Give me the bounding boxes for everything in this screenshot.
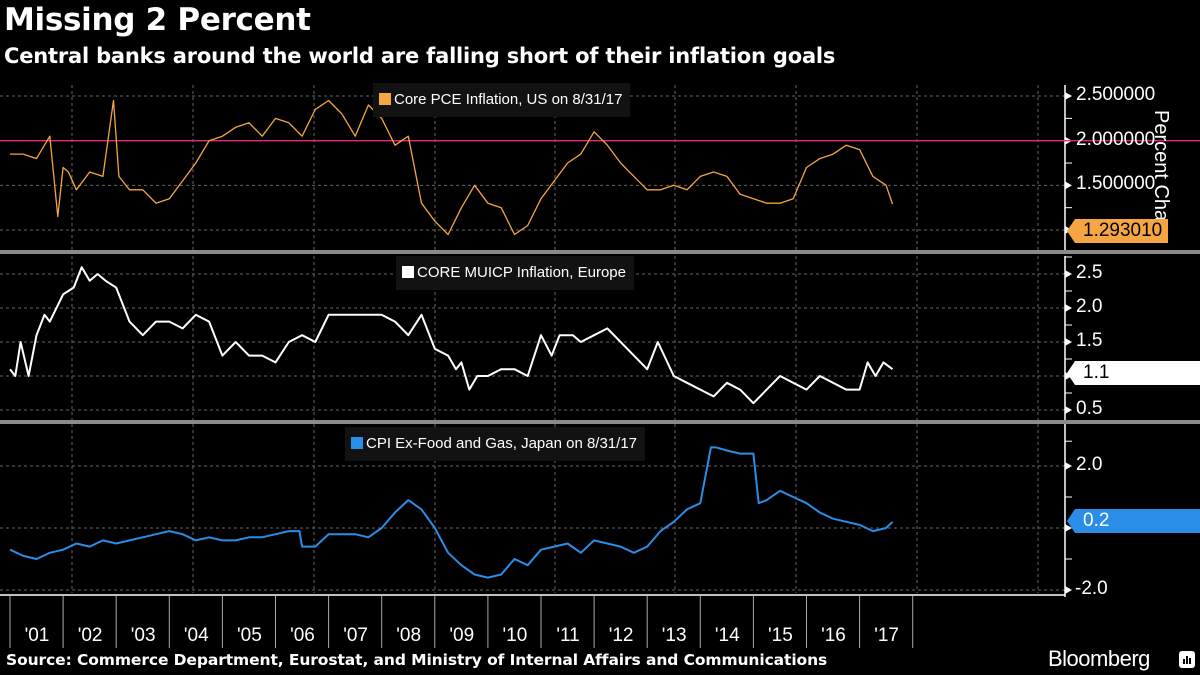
series-line-us xyxy=(10,99,894,236)
x-tick-label: '13 xyxy=(661,625,687,646)
chart-title: Missing 2 Percent xyxy=(4,2,311,38)
y-tick-arrow xyxy=(1065,406,1072,414)
x-tick-label: '03 xyxy=(130,625,156,646)
last-value-us: 1.293010 xyxy=(1067,219,1168,243)
legend-label-us: Core PCE Inflation, US on 8/31/17 xyxy=(394,91,623,108)
last-value-japan: 0.2 xyxy=(1067,509,1200,533)
source-note: Source: Commerce Department, Eurostat, a… xyxy=(6,651,828,669)
x-tick-label: '08 xyxy=(396,625,422,646)
x-tick-label: '09 xyxy=(449,625,475,646)
y-tick-label: 2.5 xyxy=(1076,262,1103,283)
legend-swatch-us xyxy=(379,93,391,105)
x-tick-label: '06 xyxy=(290,625,315,646)
legend-europe: CORE MUICP Inflation, Europe xyxy=(396,256,634,290)
x-tick-label: '14 xyxy=(714,625,740,646)
y-tick-label: 2.500000 xyxy=(1076,84,1156,106)
chart-subtitle: Central banks around the world are falli… xyxy=(4,44,836,68)
y-tick-arrow xyxy=(1065,270,1072,278)
y-tick-label: 1.500000 xyxy=(1076,173,1156,195)
series-line-japan xyxy=(9,446,894,579)
y-tick-label: 2.0 xyxy=(1076,454,1103,475)
series-line-europe xyxy=(9,266,894,405)
y-tick-label: -2.0 xyxy=(1075,578,1108,599)
bloomberg-chart-icon xyxy=(1179,651,1195,668)
panel-separator xyxy=(0,250,1200,254)
legend-label-europe: CORE MUICP Inflation, Europe xyxy=(417,264,626,281)
x-tick-label: '05 xyxy=(237,625,262,646)
y-tick-label: 0.5 xyxy=(1076,398,1103,419)
legend-label-japan: CPI Ex-Food and Gas, Japan on 8/31/17 xyxy=(366,435,638,452)
y-tick-label: 1.5 xyxy=(1076,330,1103,351)
x-tick-label: '15 xyxy=(768,625,793,646)
y-tick-label: 2.0 xyxy=(1076,296,1103,317)
last-value-europe: 1.1 xyxy=(1067,361,1200,385)
y-tick-arrow xyxy=(1065,462,1072,470)
y-tick-arrow xyxy=(1065,92,1072,101)
x-tick-label: '17 xyxy=(874,625,899,646)
x-tick-label: '01 xyxy=(24,625,50,646)
legend-swatch-japan xyxy=(351,437,363,449)
legend-japan: CPI Ex-Food and Gas, Japan on 8/31/17 xyxy=(345,427,646,461)
y-tick-label: 2.000000 xyxy=(1076,128,1156,150)
legend-us: Core PCE Inflation, US on 8/31/17 xyxy=(373,83,631,117)
x-tick-label: '11 xyxy=(556,625,580,646)
x-tick-label: '16 xyxy=(821,625,846,646)
x-tick-label: '07 xyxy=(343,625,368,646)
y-tick-arrow xyxy=(1065,304,1072,312)
x-tick-label: '12 xyxy=(608,625,634,646)
y-tick-arrow xyxy=(1065,181,1072,190)
x-tick-label: '10 xyxy=(502,625,528,646)
x-tick-label: '02 xyxy=(77,625,103,646)
legend-swatch-europe xyxy=(402,266,414,278)
y-tick-arrow xyxy=(1065,338,1072,346)
y-tick-arrow xyxy=(1065,586,1072,594)
x-tick-label: '04 xyxy=(183,625,209,646)
panel-separator xyxy=(0,420,1200,424)
bloomberg-logo: Bloomberg xyxy=(1048,646,1150,671)
